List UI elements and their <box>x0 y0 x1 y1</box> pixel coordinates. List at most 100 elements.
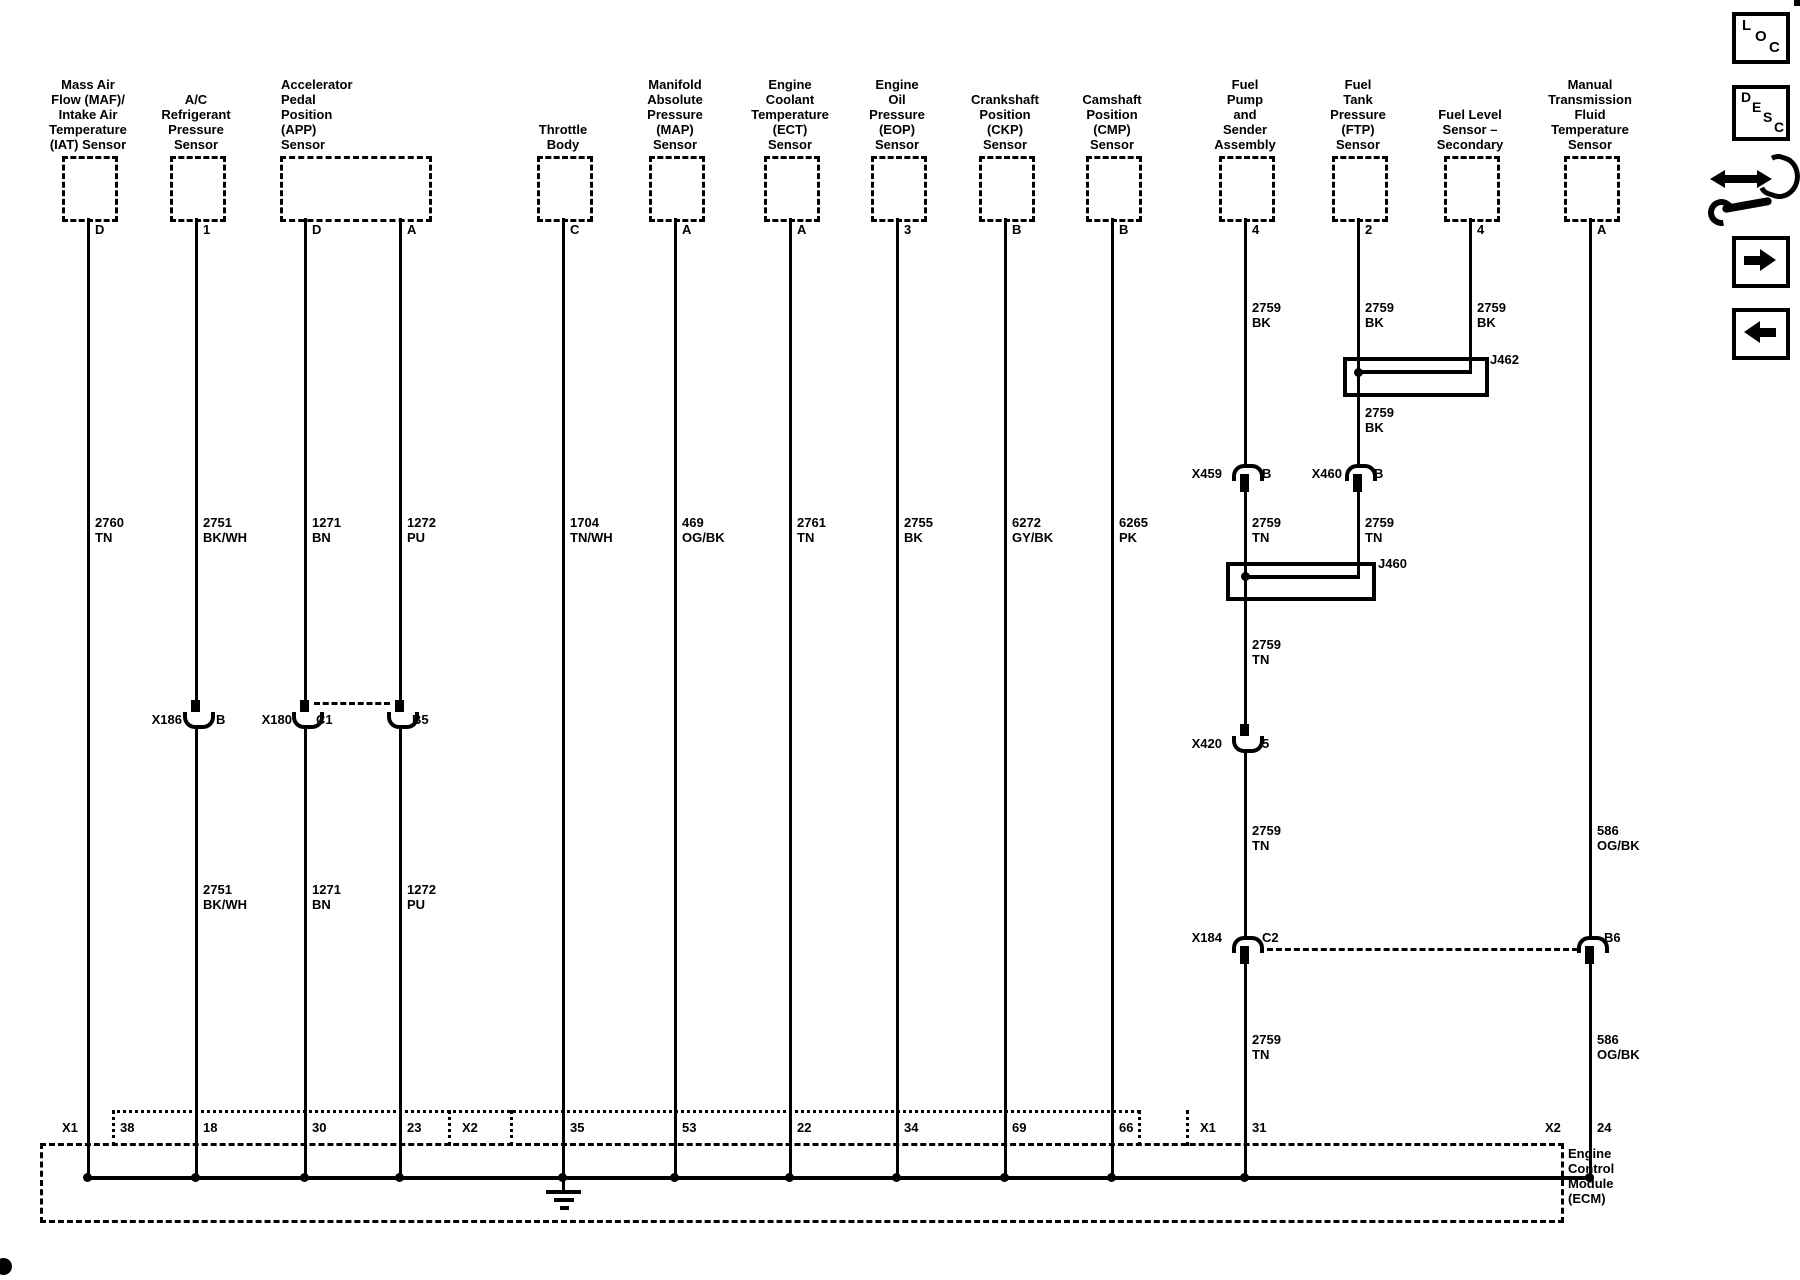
wire-mtf <box>1589 218 1592 1176</box>
connector-x420-pin-label: 5 <box>1262 736 1270 751</box>
wire-label-ftp-bk-lower: 2759 BK <box>1365 405 1394 435</box>
wire-ac <box>195 218 198 1176</box>
ecm-connector-dotted-sep-1 <box>112 1110 115 1146</box>
connector-x459-label: X459 <box>1191 466 1222 481</box>
wire-app-d <box>304 218 307 1176</box>
sensor-label-eop: Engine Oil Pressure (EOP) Sensor <box>869 77 925 152</box>
connector-x180-c1-cup-icon <box>292 712 324 729</box>
tool-arrow-bar <box>1723 175 1759 183</box>
connector-x180-b5-cup-icon <box>387 712 419 729</box>
ecm-pin-24: 24 <box>1597 1120 1612 1135</box>
ecm-pin-38: 38 <box>120 1120 135 1135</box>
wire-label-ac-lower: 2751 BK/WH <box>203 882 248 912</box>
connector-x420-pin-icon <box>1240 724 1249 742</box>
connector-x184-label: X184 <box>1191 930 1222 945</box>
splice-j460-box <box>1226 562 1376 601</box>
ecm-connector-dotted-sep-3 <box>510 1110 513 1146</box>
ecm-pin-53: 53 <box>682 1120 697 1135</box>
connector-x186-pin-label: B <box>216 712 226 727</box>
ecm-pin-22: 22 <box>797 1120 812 1135</box>
connector-x186-pin-icon <box>191 700 200 718</box>
sensor-box-maf <box>62 156 118 222</box>
sensor-pin-ac: 1 <box>203 222 211 237</box>
ecm-connector-x2-right-label: X2 <box>1545 1120 1561 1135</box>
wire-fuel-pump <box>1244 218 1247 1176</box>
connector-x180-c1-pin-icon <box>300 700 309 718</box>
wire-label-fp-tn-2: 2759 TN <box>1252 637 1281 667</box>
connector-x184-dashed-link <box>1258 948 1578 951</box>
junction-dot-j462 <box>1354 368 1363 377</box>
ecm-pin-34: 34 <box>904 1120 919 1135</box>
connector-x184-b6-label: B6 <box>1604 930 1621 945</box>
wire-label-maf: 2760 TN <box>95 515 124 545</box>
page-marker-dot <box>0 1258 12 1275</box>
desc-button[interactable]: D E S C <box>1732 85 1790 141</box>
sensor-pin-maf: D <box>95 222 105 237</box>
wire-label-ftp-tn: 2759 TN <box>1365 515 1394 545</box>
wire-label-cmp: 6265 PK <box>1119 515 1148 545</box>
junction-dot-ac <box>191 1173 200 1182</box>
wire-maf <box>87 218 90 1176</box>
back-arrow-button[interactable] <box>1732 308 1790 360</box>
junction-dot-maf <box>83 1173 92 1182</box>
wire-label-app-a-lower: 1272 PU <box>407 882 436 912</box>
sensor-pin-ftp: 2 <box>1365 222 1373 237</box>
wiring-tool-icon[interactable] <box>1702 149 1800 232</box>
sensor-box-eop <box>871 156 927 222</box>
wire-label-ftp-bk-upper: 2759 BK <box>1365 300 1394 330</box>
sensor-label-ac: A/C Refrigerant Pressure Sensor <box>161 92 231 152</box>
ecm-connector-dotted-sep-4 <box>1138 1110 1141 1146</box>
sensor-label-mtf: Manual Transmission Fluid Temperature Se… <box>1548 77 1632 152</box>
sensor-pin-throttle-body: C <box>570 222 580 237</box>
splice-j462-box <box>1343 357 1489 397</box>
ecm-connector-dotted-sep-2 <box>448 1110 451 1146</box>
junction-dot-app-a <box>395 1173 404 1182</box>
wire-cmp <box>1111 218 1114 1176</box>
junction-dot-j460 <box>1241 572 1250 581</box>
loc-button[interactable]: L O C <box>1732 12 1790 64</box>
connector-x459-pin-label: B <box>1262 466 1272 481</box>
connector-x180-b5-label: B5 <box>412 712 429 727</box>
next-arrow-button[interactable] <box>1732 236 1790 288</box>
wire-ckp <box>1004 218 1007 1176</box>
ecm-connector-dotted-top <box>112 1110 1140 1113</box>
wire-label-tb: 1704 TN/WH <box>570 515 613 545</box>
sensor-pin-cmp: B <box>1119 222 1129 237</box>
splice-j460-jumper <box>1244 575 1360 579</box>
sensor-label-maf: Mass Air Flow (MAF)/ Intake Air Temperat… <box>49 77 127 152</box>
sensor-box-ckp <box>979 156 1035 222</box>
wire-fuel-level <box>1469 218 1472 374</box>
corner-mark-top-right <box>1794 0 1800 6</box>
sensor-box-mtf <box>1564 156 1620 222</box>
sensor-box-ect <box>764 156 820 222</box>
ecm-ground-bus <box>87 1176 1592 1180</box>
wire-label-app-a-upper: 1272 PU <box>407 515 436 545</box>
sensor-pin-fuel-pump: 4 <box>1252 222 1260 237</box>
ground-symbol-bar1 <box>546 1190 581 1194</box>
wire-label-fp-bk: 2759 BK <box>1252 300 1281 330</box>
junction-dot-mtf <box>1585 1173 1594 1182</box>
loc-letter-o: O <box>1755 28 1767 45</box>
sensor-box-app <box>280 156 432 222</box>
ecm-connector-dotted-sep-5 <box>1186 1110 1189 1146</box>
right-arrow-bar <box>1744 256 1760 265</box>
connector-x186-cup-icon <box>183 712 215 729</box>
tool-arrow-left-icon <box>1710 170 1725 188</box>
connector-x459-pin-icon <box>1240 474 1249 492</box>
connector-x180-c1-label: C1 <box>316 712 333 727</box>
wire-label-fp-tn-1: 2759 TN <box>1252 515 1281 545</box>
sensor-pin-app-a: A <box>407 222 417 237</box>
right-arrow-icon <box>1760 249 1776 271</box>
connector-x420-label: X420 <box>1191 736 1222 751</box>
connector-x184-c2-pin-icon <box>1240 946 1249 964</box>
tool-loop-outline <box>1754 149 1800 205</box>
wire-map <box>674 218 677 1176</box>
sensor-box-map <box>649 156 705 222</box>
connector-x180-b5-pin-icon <box>395 700 404 718</box>
tool-arrow-right-icon <box>1757 170 1772 188</box>
wire-label-mt-ogbk-upper: 586 OG/BK <box>1597 823 1640 853</box>
left-arrow-icon <box>1744 321 1760 343</box>
desc-letter-d: D <box>1741 89 1752 105</box>
connector-x460-pin-label: B <box>1374 466 1384 481</box>
